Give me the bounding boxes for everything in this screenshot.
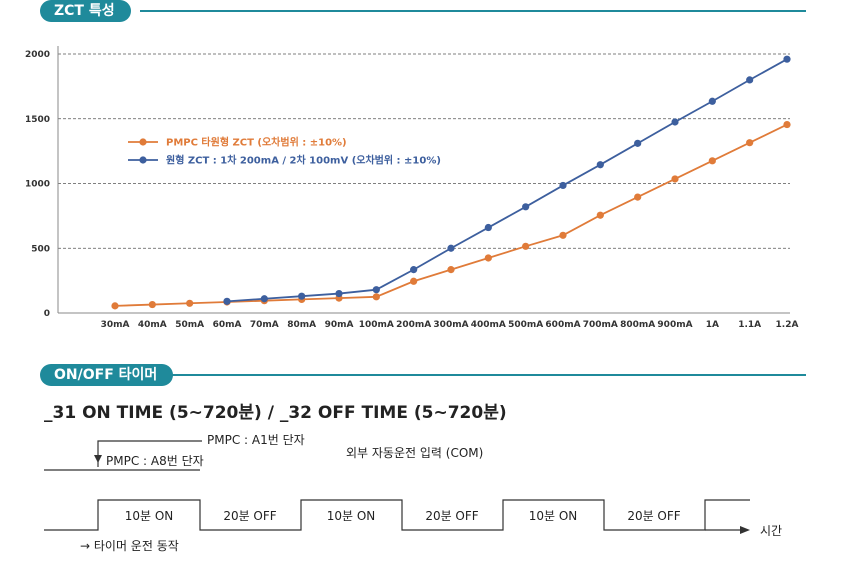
y-tick-label: 1000 [25,180,50,190]
timer-header-rule [168,374,806,376]
segment-label: 10분 ON [327,509,376,523]
x-tick-label: 500mA [508,320,543,330]
segment-label: 10분 ON [125,509,174,523]
x-tick-label: 70mA [250,320,279,330]
data-point [447,244,455,252]
series-line-2 [226,58,788,303]
x-tick-label: 100mA [359,320,394,330]
legend-marker [139,138,147,146]
a8-arrow-icon [94,455,102,463]
external-input-label: 외부 자동운전 입력 (COM) [346,446,483,460]
segment-label: 10분 ON [529,509,578,523]
data-point [260,295,268,303]
time-axis-arrow-icon [740,526,750,534]
x-tick-label: 1.2A [776,320,799,330]
timer-diagram: PMPC : A1번 단자 PMPC : A8번 단자 외부 자동운전 입력 (… [44,433,782,553]
data-point [372,286,380,294]
data-point [559,231,567,239]
data-point [484,254,492,262]
label-a8: PMPC : A8번 단자 [106,454,204,468]
data-point [783,120,791,129]
label-a1: PMPC : A1번 단자 [207,433,305,447]
data-point [298,292,306,300]
y-axis: 0 500 1000 1500 2000 [25,46,59,319]
data-point [484,223,492,232]
zct-section-title: ZCT 특성 [40,0,131,22]
x-tick-label: 800mA [620,320,655,330]
zct-section-header: ZCT 특성 [0,0,864,26]
x-tick-label: 400mA [471,320,506,330]
timer-section-header: ON/OFF 타이머 [0,364,864,390]
data-point [634,139,642,147]
data-point [372,293,380,301]
x-tick-label: 900mA [657,320,692,330]
legend-marker [139,156,147,164]
data-point [746,139,754,147]
x-tick-label: 50mA [175,320,204,330]
zct-chart: 0 500 1000 1500 2000 30mA 40mA 50mA 60mA 70mA 80m… [25,46,799,330]
legend-label: PMPC 타원형 ZCT (오차범위 : ±10%) [166,136,347,149]
data-point [671,175,679,183]
data-point [522,203,530,211]
y-tick-label: 500 [31,244,50,254]
y-tick-label: 0 [44,309,50,319]
data-point [596,161,604,169]
chart-grid [58,53,790,249]
timer-section-title: ON/OFF 타이머 [40,364,174,386]
timer-title: _31 ON TIME (5~720분) / _32 OFF TIME (5~7… [44,403,507,423]
segment-label: 20분 OFF [425,509,478,523]
x-tick-label: 90mA [325,320,354,330]
x-tick-label: 600mA [545,320,580,330]
series-line-1 [114,123,788,307]
data-point [447,266,455,274]
x-tick-label: 40mA [138,320,167,330]
legend-label: 원형 ZCT : 1차 200mA / 2차 100mV (오차범위 : ±10… [166,154,441,167]
data-point [186,299,194,307]
data-point [671,118,679,126]
y-tick-label: 1500 [25,115,50,125]
data-point [559,181,567,190]
x-tick-label: 1A [706,320,719,330]
data-point [596,211,604,219]
data-point [410,277,418,285]
time-label: 시간 [760,524,782,538]
data-point [410,266,418,274]
x-tick-label: 1.1A [738,320,761,330]
x-tick-label: 30mA [101,320,130,330]
data-point [708,157,716,165]
data-point [634,193,642,201]
timer-start-label: → 타이머 운전 동작 [80,539,179,553]
chart-legend: PMPC 타원형 ZCT (오차범위 : ±10%) 원형 ZCT : 1차 20… [128,136,441,167]
segment-label: 20분 OFF [627,509,680,523]
chart-series [111,55,791,310]
x-tick-label: 300mA [433,320,468,330]
y-tick-label: 2000 [25,50,50,60]
data-point [148,300,156,309]
data-point [746,76,754,84]
data-point [223,297,231,305]
x-axis: 30mA 40mA 50mA 60mA 70mA 80mA 90mA 100mA 200mA 30… [58,312,799,330]
segment-label: 20분 OFF [223,509,276,523]
data-point [111,302,119,310]
zct-header-rule [140,10,806,12]
data-point [708,97,716,105]
data-point [335,289,343,298]
x-tick-label: 80mA [287,320,316,330]
x-tick-label: 700mA [583,320,618,330]
data-point [522,242,530,250]
x-tick-label: 200mA [396,320,431,330]
data-point [783,55,791,63]
x-tick-label: 60mA [213,320,242,330]
timer-waveform [44,499,750,531]
